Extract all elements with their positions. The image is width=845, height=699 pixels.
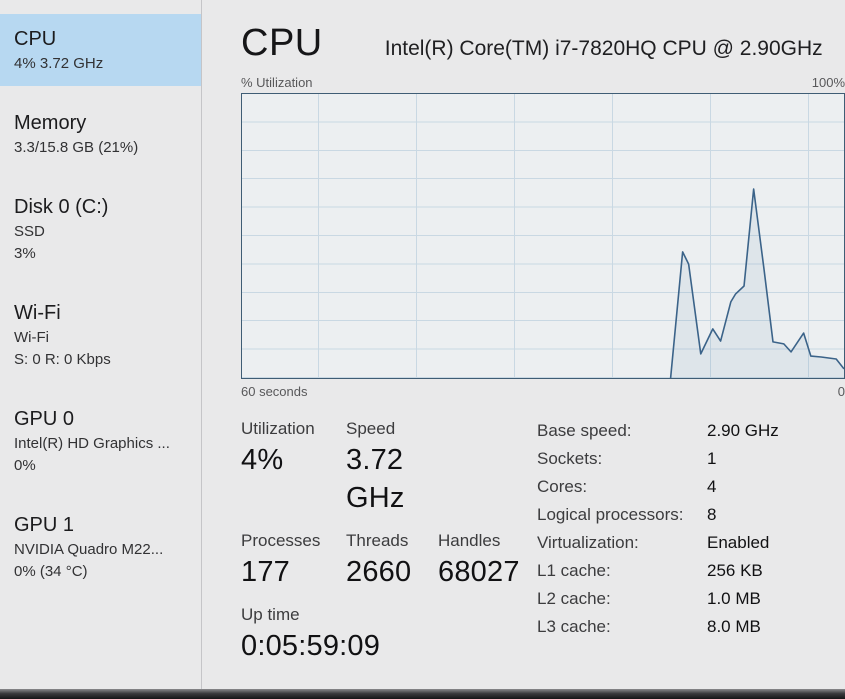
detail-label: L2 cache: <box>537 589 611 608</box>
uptime-value: 0:05:59:09 <box>241 630 381 662</box>
cpu-stats: Utilization Speed 4% 3.72 GHz Processes … <box>241 417 845 677</box>
detail-label: Sockets: <box>537 449 603 468</box>
detail-value: 8 <box>707 505 717 524</box>
threads-label: Threads <box>346 531 409 550</box>
detail-value: 256 KB <box>707 561 763 580</box>
detail-label: L3 cache: <box>537 617 611 636</box>
utilization-value: 4% <box>241 444 284 476</box>
detail-label: Logical processors: <box>537 505 684 524</box>
sidebar-item-title: Memory <box>14 112 87 134</box>
sidebar-item-title: CPU <box>14 28 57 50</box>
uptime-label: Up time <box>241 605 300 624</box>
detail-label: Virtualization: <box>537 533 639 552</box>
cpu-header: CPU Intel(R) Core(TM) i7-7820HQ CPU @ 2.… <box>241 22 845 65</box>
page-title: CPU <box>241 22 323 64</box>
sidebar-item-stat: Intel(R) HD Graphics ... <box>14 435 170 452</box>
x-axis-span-label: 60 seconds <box>241 384 308 399</box>
sidebar-item-stat: 3% <box>14 245 36 262</box>
sidebar-item-stat: 4% 3.72 GHz <box>14 55 104 72</box>
y-axis-max-label: 100% <box>811 75 845 90</box>
processes-label: Processes <box>241 531 321 550</box>
sidebar-item-gpu1[interactable]: GPU 1 NVIDIA Quadro M22... 0% (34 °C) <box>0 500 201 594</box>
handles-value: 68027 <box>438 556 520 588</box>
cpu-live-stats: Utilization Speed 4% 3.72 GHz Processes … <box>241 417 537 677</box>
x-axis-zero-label: 0 <box>837 384 845 399</box>
detail-label: L1 cache: <box>537 561 611 580</box>
cpu-spec-details: Base speed: 2.90 GHz Sockets: 1 Cores: 4… <box>537 417 779 677</box>
sidebar-item-wifi[interactable]: Wi-Fi Wi-Fi S: 0 R: 0 Kbps <box>0 288 201 382</box>
cpu-model-name: Intel(R) Core(TM) i7-7820HQ CPU @ 2.90GH… <box>384 37 823 60</box>
detail-value: 1 <box>707 449 717 468</box>
chart-axis-top-labels: % Utilization 100% <box>241 75 845 90</box>
speed-label: Speed <box>346 419 396 438</box>
sidebar-item-stat: 0% (34 °C) <box>14 563 88 580</box>
cpu-detail-panel: CPU Intel(R) Core(TM) i7-7820HQ CPU @ 2.… <box>203 0 845 689</box>
photo-bottom-edge <box>0 689 845 699</box>
sidebar-item-stat: NVIDIA Quadro M22... <box>14 541 164 558</box>
sidebar-item-stat: 0% <box>14 457 36 474</box>
sidebar-item-memory[interactable]: Memory 3.3/15.8 GB (21%) <box>0 98 201 170</box>
handles-label: Handles <box>438 531 501 550</box>
chart-axis-bottom-labels: 60 seconds 0 <box>241 384 845 399</box>
sidebar-item-stat: 3.3/15.8 GB (21%) <box>14 139 139 156</box>
detail-label: Base speed: <box>537 421 632 440</box>
sidebar-item-disk0[interactable]: Disk 0 (C:) SSD 3% <box>0 182 201 276</box>
performance-sidebar: CPU 4% 3.72 GHz Memory 3.3/15.8 GB (21%)… <box>0 0 202 689</box>
detail-value: Enabled <box>707 533 770 552</box>
detail-value: 1.0 MB <box>707 589 761 608</box>
cpu-utilization-line-graph <box>242 94 844 378</box>
sidebar-item-cpu[interactable]: CPU 4% 3.72 GHz <box>0 14 201 86</box>
sidebar-item-title: Disk 0 (C:) <box>14 196 109 218</box>
sidebar-item-title: GPU 0 <box>14 408 75 430</box>
sidebar-item-gpu0[interactable]: GPU 0 Intel(R) HD Graphics ... 0% <box>0 394 201 488</box>
threads-value: 2660 <box>346 556 412 588</box>
utilization-label: Utilization <box>241 419 315 438</box>
cpu-utilization-chart[interactable] <box>241 93 845 379</box>
speed-value: 3.72 GHz <box>346 444 405 514</box>
detail-value: 4 <box>707 477 717 496</box>
sidebar-item-stat: S: 0 R: 0 Kbps <box>14 351 111 368</box>
sidebar-item-title: Wi-Fi <box>14 302 61 324</box>
y-axis-label: % Utilization <box>241 75 313 90</box>
detail-value: 8.0 MB <box>707 617 761 636</box>
detail-value: 2.90 GHz <box>707 421 779 440</box>
sidebar-item-stat: Wi-Fi <box>14 329 49 346</box>
sidebar-item-stat: SSD <box>14 223 45 240</box>
detail-label: Cores: <box>537 477 588 496</box>
processes-value: 177 <box>241 556 290 588</box>
sidebar-item-title: GPU 1 <box>14 514 75 536</box>
